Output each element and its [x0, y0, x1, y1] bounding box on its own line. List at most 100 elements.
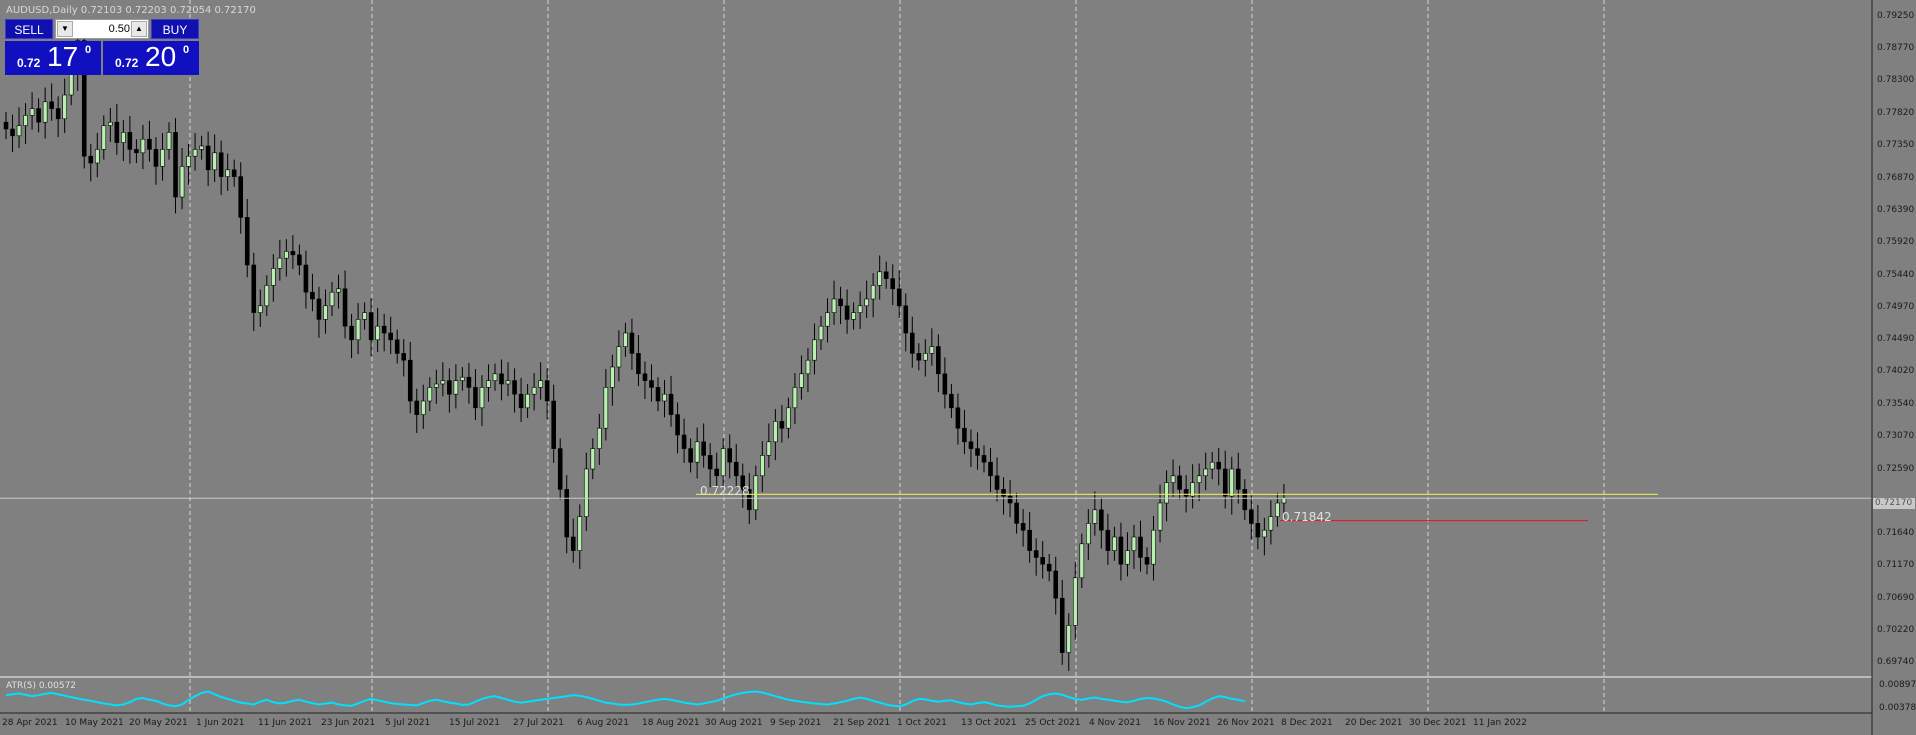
candle [1235, 452, 1241, 504]
candle [362, 302, 367, 330]
lot-increase-button[interactable]: ▲ [131, 21, 147, 37]
candle [753, 465, 759, 520]
price-tick-label: 0.69740 [1877, 657, 1915, 668]
buy-button[interactable]: BUY [151, 19, 199, 39]
date-tick-label: 25 Oct 2021 [1025, 718, 1081, 728]
candle [349, 313, 354, 359]
candle [88, 143, 94, 182]
candle [981, 445, 987, 473]
candle [1001, 477, 1006, 515]
candle [486, 364, 491, 402]
candle [962, 409, 967, 455]
candle [1053, 556, 1059, 615]
candle [244, 199, 250, 278]
candle [538, 362, 543, 400]
lot-decrease-button[interactable]: ▼ [57, 21, 73, 37]
candle [42, 87, 48, 139]
candle [368, 298, 374, 357]
candle [838, 286, 843, 325]
candle [55, 96, 61, 138]
candle [1268, 500, 1274, 545]
candle [1138, 520, 1143, 572]
candle [799, 355, 804, 400]
candle [818, 316, 824, 350]
candle [955, 393, 961, 445]
price-tick-label: 0.75920 [1877, 237, 1915, 248]
candle [949, 384, 954, 418]
candle [186, 143, 191, 185]
price-tick-label: 0.70220 [1877, 624, 1915, 635]
candle [870, 273, 876, 318]
candle [1262, 517, 1267, 556]
buy-price-display[interactable]: 0.72 20 0 [103, 41, 199, 75]
candle [590, 438, 596, 480]
candle [257, 289, 263, 327]
candle [427, 377, 433, 412]
candle [909, 316, 915, 368]
candle [499, 359, 504, 401]
candle [460, 367, 465, 391]
price-tick-label: 0.78770 [1877, 43, 1915, 54]
candle [1131, 524, 1137, 569]
candle [662, 379, 667, 418]
lot-size-input[interactable] [76, 20, 130, 38]
atr-indicator-label: ATR(5) 0.00572 [6, 681, 77, 691]
candle [714, 452, 719, 491]
candle [310, 273, 315, 312]
candle [160, 133, 165, 181]
candle [303, 250, 309, 309]
candle [805, 347, 811, 393]
price-tick-label: 0.74020 [1877, 366, 1915, 377]
price-tick-label: 0.77350 [1877, 140, 1915, 150]
candle [577, 504, 583, 569]
chevron-up-icon: ▲ [135, 24, 143, 33]
candle [127, 116, 133, 164]
price-tick-label: 0.77820 [1877, 108, 1915, 119]
candle [199, 135, 204, 160]
candle [10, 114, 15, 153]
candle [1144, 547, 1150, 575]
candle [844, 289, 850, 334]
date-tick-label: 11 Jun 2021 [258, 718, 313, 728]
candle [570, 518, 576, 563]
lot-size-field[interactable]: ▼ ▲ [55, 19, 149, 39]
candle [1020, 509, 1026, 547]
sell-price-big: 17 [47, 41, 79, 72]
candle [1209, 452, 1215, 480]
price-tick-label: 0.71640 [1877, 528, 1915, 539]
candle [401, 339, 407, 377]
candle [1125, 532, 1130, 577]
candle [649, 364, 654, 402]
sell-price-display[interactable]: 0.72 17 0 [5, 41, 101, 75]
candle [114, 103, 120, 155]
candle [1066, 613, 1072, 671]
price-tick-label: 0.74970 [1877, 301, 1915, 312]
date-tick-label: 11 Jan 2022 [1473, 718, 1527, 728]
candle [668, 375, 674, 427]
candle [212, 134, 217, 183]
candle [792, 373, 798, 425]
candle [896, 270, 902, 319]
candle [1105, 513, 1111, 565]
candle [564, 475, 570, 554]
candle [812, 323, 817, 375]
buy-price-sup: 0 [183, 44, 190, 56]
candle [414, 388, 420, 433]
candle [179, 148, 185, 210]
candle [1222, 450, 1228, 509]
candle [1086, 509, 1091, 561]
candle [1079, 533, 1085, 588]
candle [1118, 522, 1124, 581]
candle [975, 432, 980, 470]
candle [760, 441, 765, 493]
price-tick-label: 0.73070 [1877, 431, 1915, 442]
candle [225, 153, 230, 191]
candle [707, 443, 713, 488]
candle [134, 139, 139, 163]
sell-button[interactable]: SELL [5, 19, 53, 39]
atr-line [5, 690, 1246, 710]
candle [1046, 554, 1052, 582]
candle [825, 298, 830, 343]
candle [629, 318, 635, 370]
